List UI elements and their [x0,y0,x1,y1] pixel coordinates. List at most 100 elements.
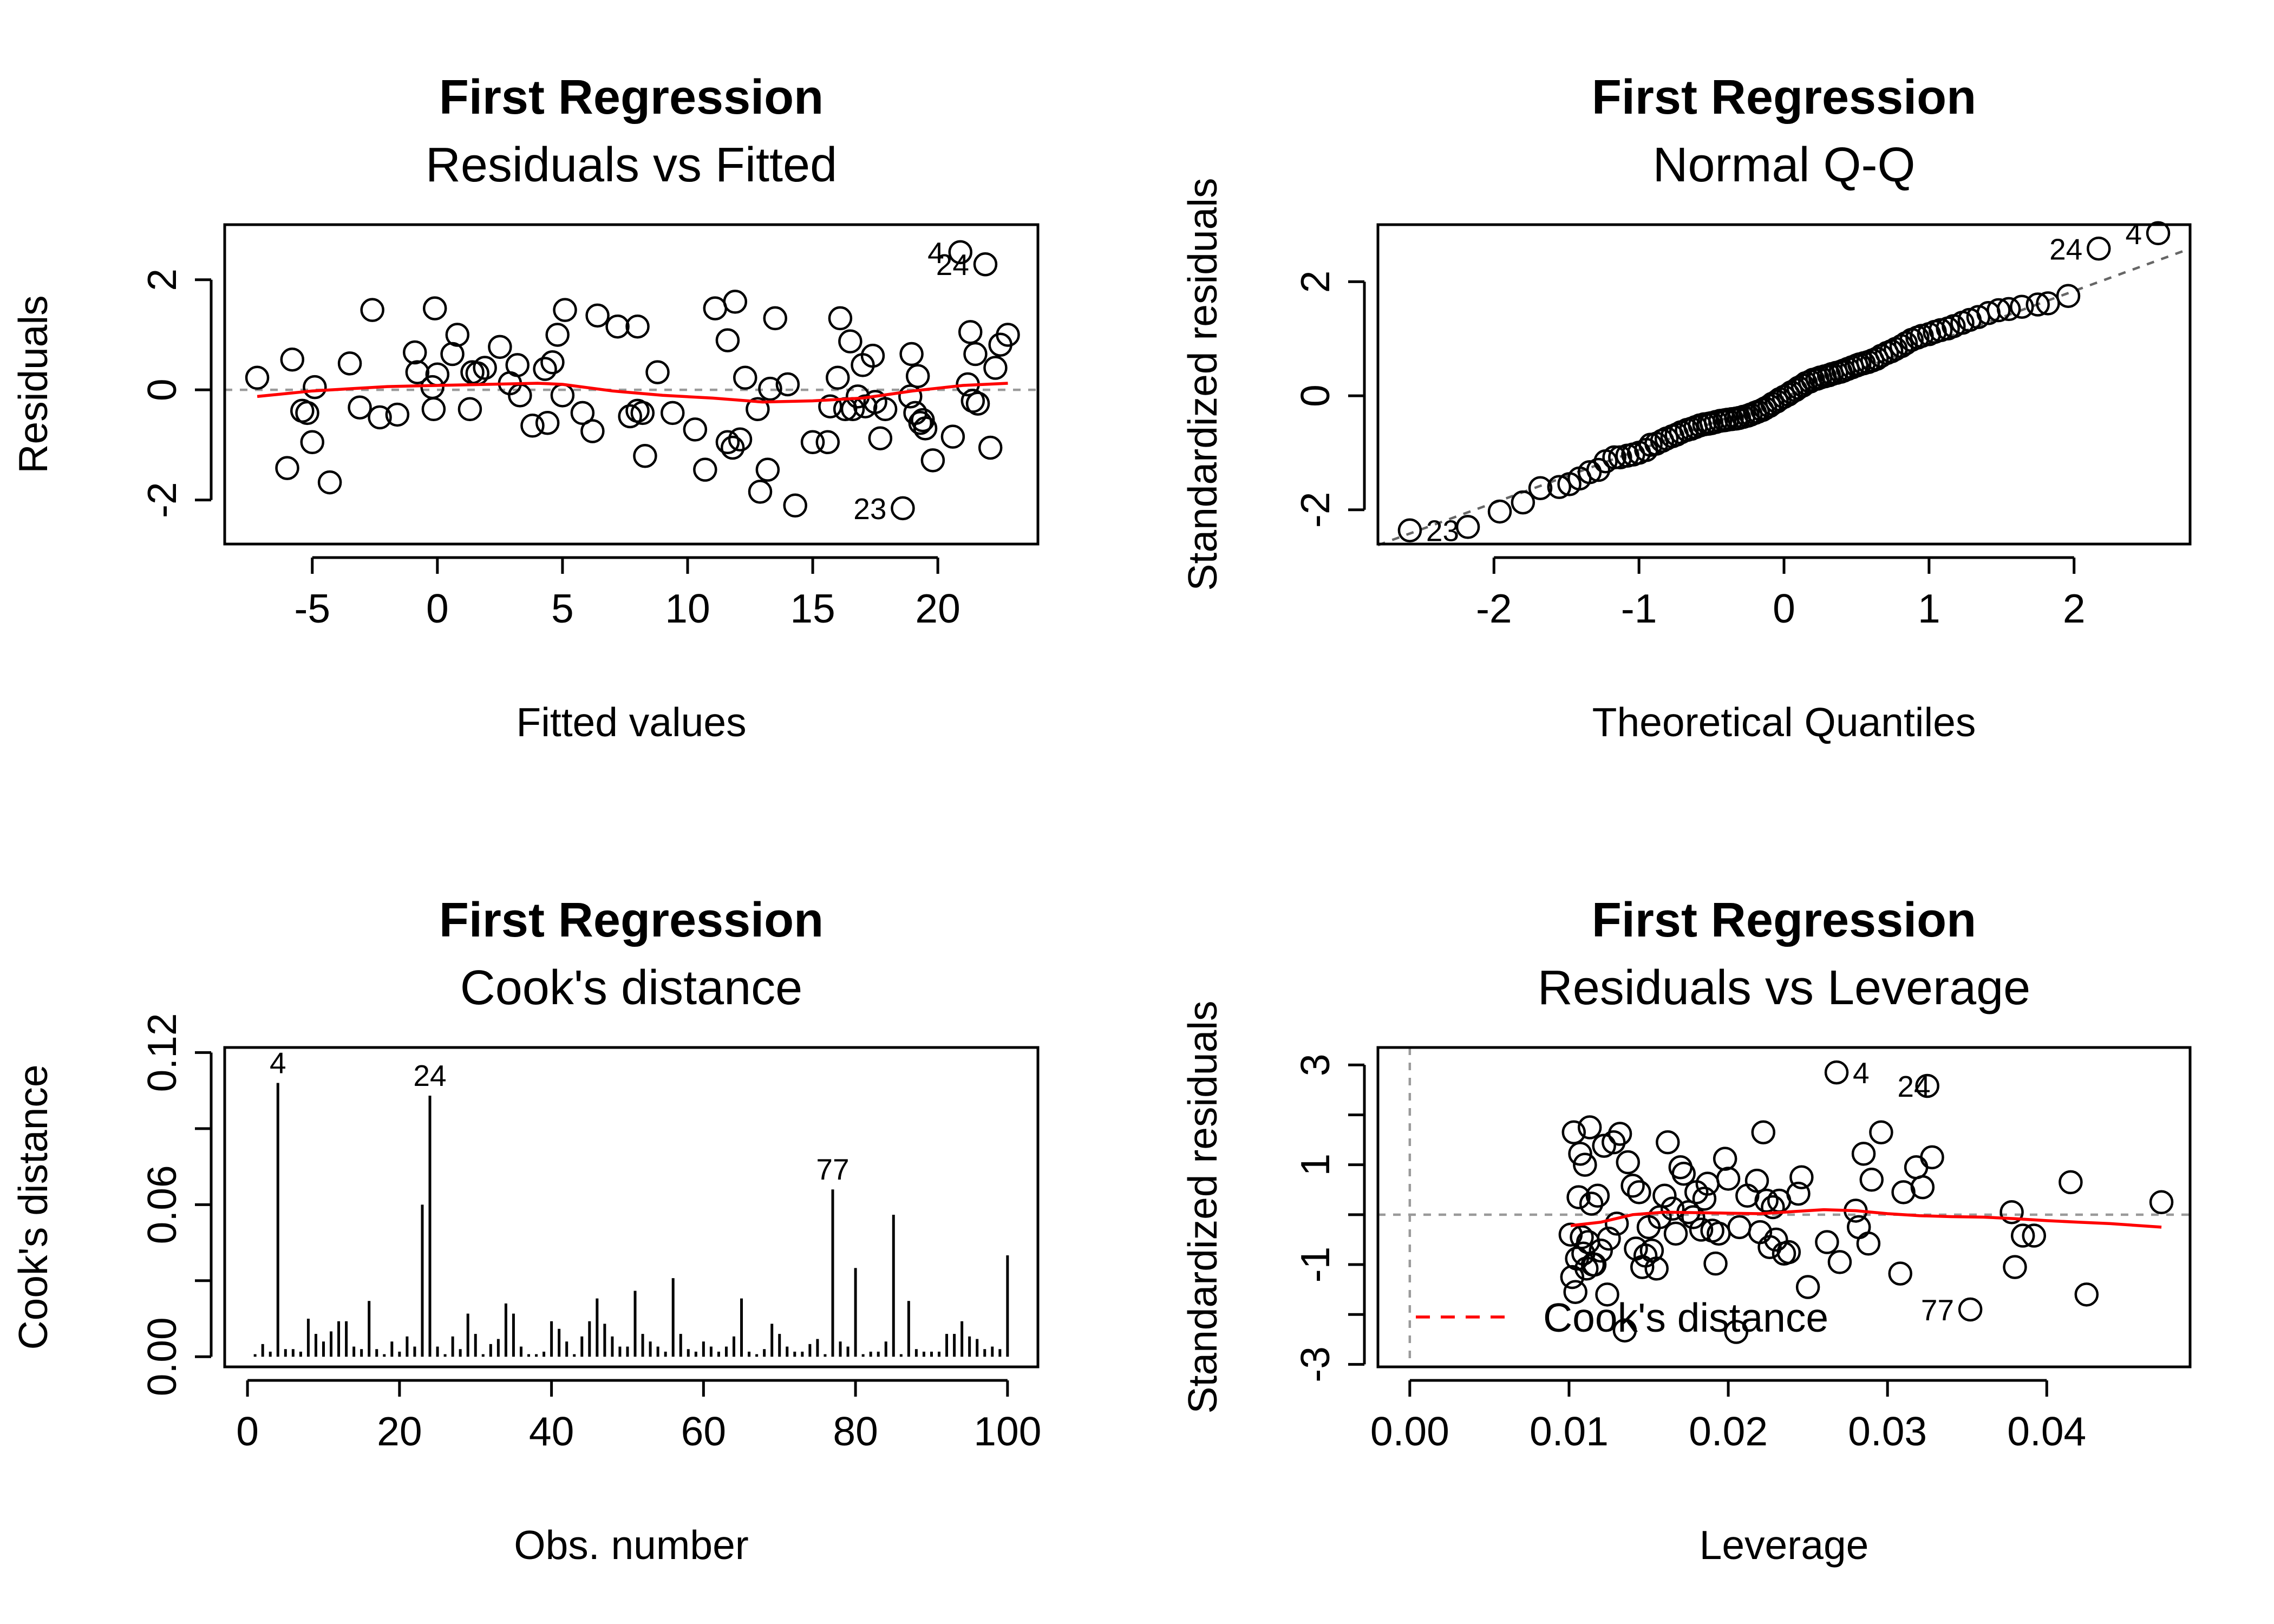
y-tick-label: 2 [139,269,185,291]
point-label: 4 [270,1046,286,1080]
data-point [1987,298,2011,323]
data-point [1786,1181,1811,1206]
data-point [1582,1252,1607,1277]
data-point [715,430,740,455]
panel-subtitle: Residuals vs Fitted [426,138,837,192]
y-tick-label: 0 [139,378,185,401]
data-point [978,435,1003,460]
x-tick-label: 20 [377,1409,422,1454]
data-point [1577,1115,1602,1140]
data-point [1455,515,1480,539]
data-point [960,389,985,413]
data-point [1660,1196,1685,1221]
panel-title: First Regression [439,70,824,125]
data-point [545,323,570,347]
data-point [2025,292,2050,317]
data-point [860,343,885,368]
data-point [1644,1256,1669,1281]
point-label: 23 [1426,514,1459,548]
x-axis-label: Theoretical Quantiles [1592,699,1976,745]
data-point [1560,1265,1585,1289]
data-point [550,383,575,408]
y-tick-label: 1 [1292,1154,1338,1176]
data-point [1397,518,1422,542]
data-point [703,296,728,320]
y-tick-label: 0 [1292,384,1338,407]
data-point [1597,1226,1621,1251]
plot-frame [223,223,1040,546]
x-tick-label: 1 [1918,586,1940,631]
data-point [1851,1142,1876,1166]
data-point [1652,1183,1677,1208]
data-point [317,470,342,495]
data-point [368,405,392,430]
x-tick-label: 0 [1773,586,1795,631]
data-point [2022,1223,2047,1248]
x-tick-label: 40 [529,1409,574,1454]
data-point [1915,1073,1939,1098]
plot-frame [223,1046,1040,1368]
data-point [1786,376,1811,400]
data-point [605,314,630,339]
data-point [570,401,595,425]
panel-cooks: First Regression Cook's distance Obs. numb… [10,893,1041,1568]
data-point [1795,1275,1820,1299]
point-label: 4 [927,236,944,270]
data-point [940,424,965,449]
data-point [245,365,270,390]
data-point [920,448,945,473]
panel-lev: First Regression Residuals vs Leverage Lev… [1180,893,2192,1568]
point-label: 4 [2125,217,2142,251]
panel-resid: First Regression Residuals vs Fitted Fitte… [10,70,1040,745]
data-point [755,457,780,482]
data-point [1703,1251,1728,1276]
plot-frame [1376,223,2192,546]
data-point [1846,1215,1871,1240]
data-point [2146,221,2171,246]
x-tick-label: 10 [665,586,710,631]
smoother-line [257,382,1008,404]
y-tick-label: 2 [1292,270,1338,293]
data-point [873,397,898,422]
data-point [421,397,446,422]
data-point [1585,1183,1610,1208]
data-point [1639,1238,1664,1263]
data-point [746,397,770,422]
data-point [2149,1190,2174,1215]
data-point [1602,1130,1626,1155]
data-point [1789,1165,1814,1189]
data-point [1573,1152,1597,1177]
point-label: 24 [2049,232,2082,266]
data-point [533,357,557,381]
panel-subtitle: Residuals vs Leverage [1538,961,2031,1015]
data-point [1910,1175,1935,1200]
data-point [348,395,372,420]
x-tick-label: 100 [973,1409,1041,1454]
data-point [1869,1120,1893,1144]
data-point [1744,1168,1769,1193]
data-point [1612,1318,1637,1343]
y-tick-label: -1 [1292,1247,1338,1283]
data-point [826,365,850,390]
data-point [540,350,565,375]
data-point [360,298,384,322]
data-point [1608,1122,1632,1146]
data-point [733,365,757,390]
data-point [458,397,482,422]
x-axis-label: Leverage [1700,1522,1869,1568]
data-point [1627,1180,1651,1204]
data-point [905,364,930,388]
data-point [1713,1147,1737,1171]
data-point [1716,1167,1741,1191]
data-point [1586,457,1611,482]
panel-title: First Regression [1592,70,1976,125]
point-label: 24 [936,248,969,281]
data-point [1761,1195,1785,1220]
data-point [1689,1217,1714,1242]
panel-subtitle: Normal Q-Q [1652,138,1915,192]
data-point [899,342,924,366]
data-point [2087,237,2111,261]
data-point [1893,331,1918,356]
data-point [520,414,545,438]
data-point [983,356,1008,380]
